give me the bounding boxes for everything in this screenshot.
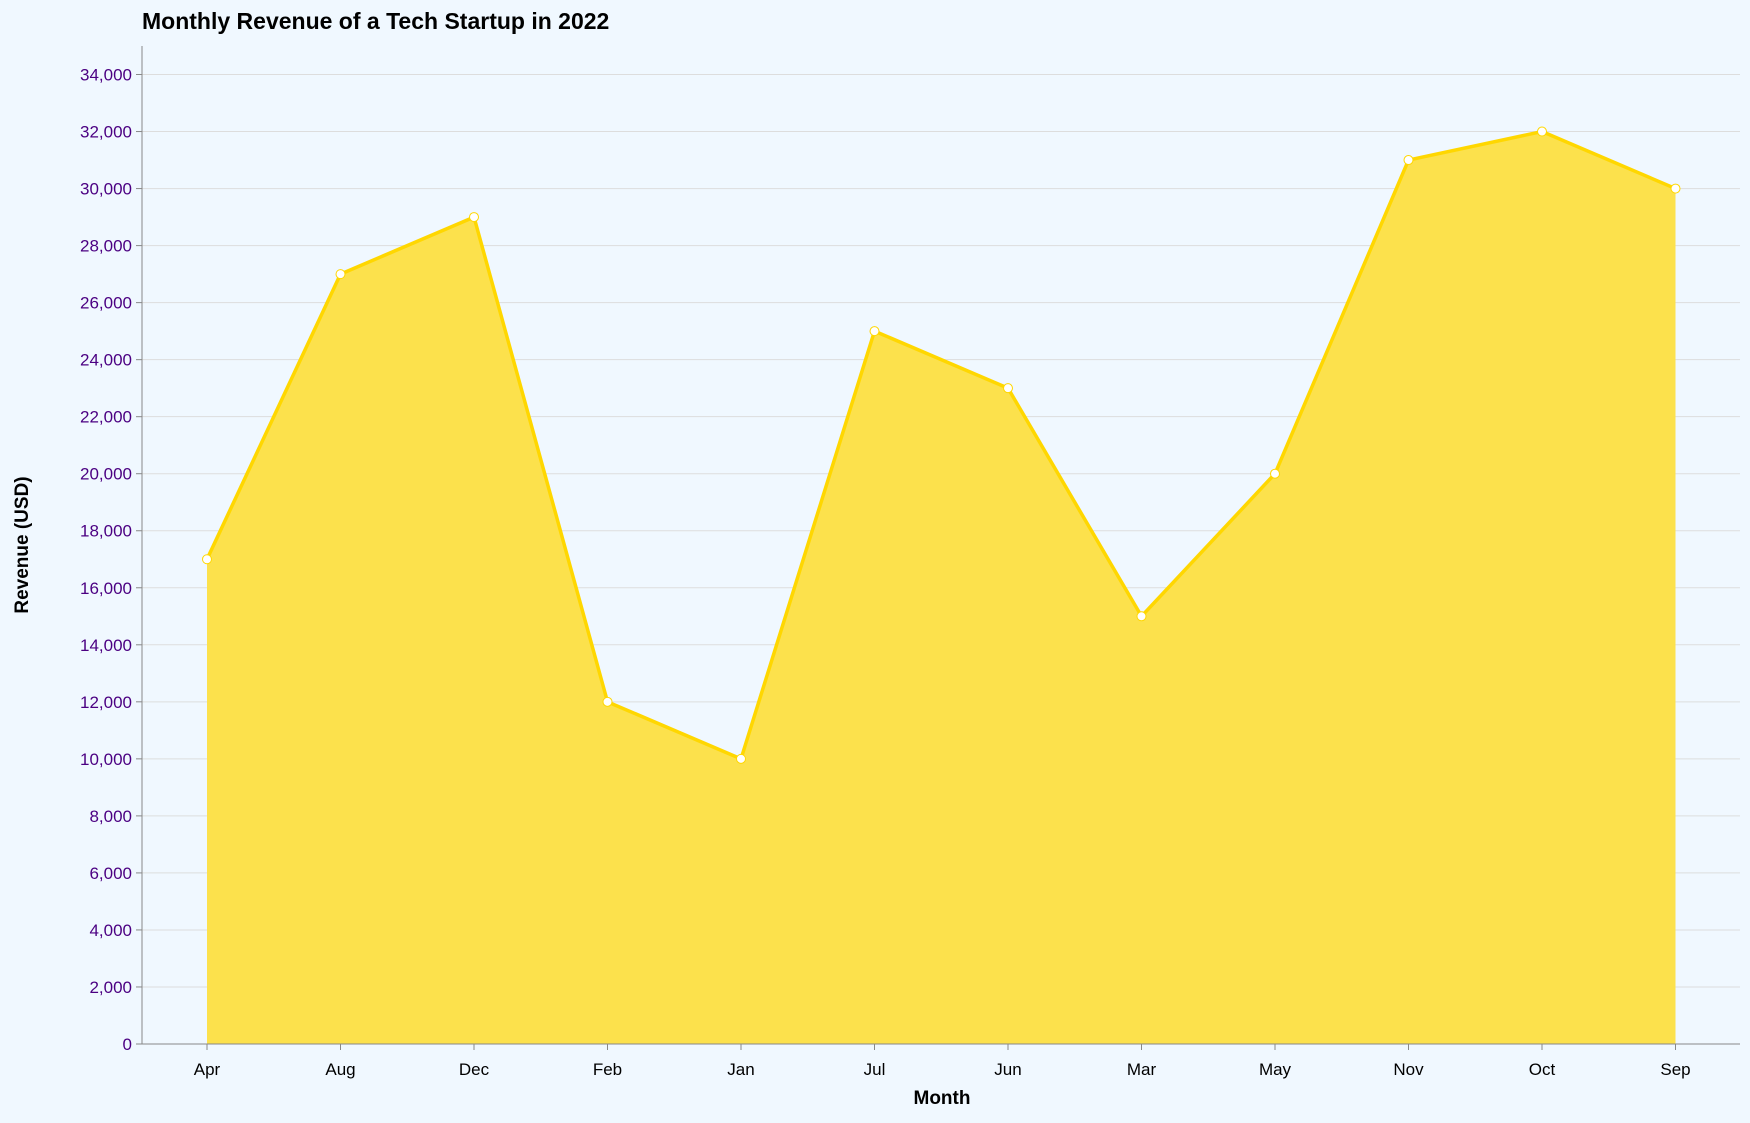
data-point [1537,126,1547,137]
data-point [1403,155,1414,166]
data-point [1003,383,1013,394]
y-tick-label: 22,000 [80,408,132,427]
y-tick-label: 14,000 [80,636,132,655]
data-point [736,753,746,764]
x-tick-label: Mar [1127,1060,1157,1079]
x-tick-label: Oct [1529,1060,1556,1079]
y-tick-label: 4,000 [89,921,132,940]
y-tick-label: 10,000 [80,750,132,769]
x-axis-title: Month [914,1088,971,1109]
y-tick-label: 0 [123,1035,132,1054]
x-tick-label: Feb [593,1060,622,1079]
y-tick-label: 12,000 [80,693,132,712]
x-tick-label: Sep [1660,1060,1690,1079]
x-tick-label: Apr [194,1060,221,1079]
data-point [1270,468,1280,479]
area-fill [207,131,1676,1045]
y-tick-label: 34,000 [80,66,132,85]
y-tick-label: 30,000 [80,180,132,199]
y-tick-label: 6,000 [89,864,132,883]
data-point [202,554,212,565]
data-point [335,269,346,280]
x-tick-label: Jan [727,1060,754,1079]
data-point [869,326,880,337]
x-tick-label: May [1259,1060,1292,1079]
x-tick-label: Jul [864,1060,886,1079]
y-tick-label: 28,000 [80,237,132,256]
y-tick-label: 2,000 [89,978,132,997]
y-axis-title: Revenue (USD) [12,476,33,613]
chart-title: Monthly Revenue of a Tech Startup in 202… [142,8,609,34]
y-tick-label: 16,000 [80,579,132,598]
x-tick-label: Dec [459,1060,490,1079]
y-tick-label: 26,000 [80,294,132,313]
x-tick-label: Aug [325,1060,355,1079]
data-point [1670,183,1681,194]
y-tick-label: 20,000 [80,465,132,484]
x-tick-label: Jun [994,1060,1021,1079]
data-point [1136,611,1147,622]
revenue-line [205,129,1677,761]
y-tick-label: 32,000 [80,123,132,142]
data-point [469,212,479,223]
data-points [202,126,1681,764]
axes: 0 2,000 4,000 6,000 8,000 10,000 12,000 14,000 1… [80,46,1740,1079]
data-point [602,696,613,707]
y-tick-label: 18,000 [80,522,132,541]
y-tick-label: 8,000 [89,807,132,826]
y-tick-label: 24,000 [80,351,132,370]
x-tick-label: Nov [1393,1060,1424,1079]
area-series [205,129,1677,1045]
